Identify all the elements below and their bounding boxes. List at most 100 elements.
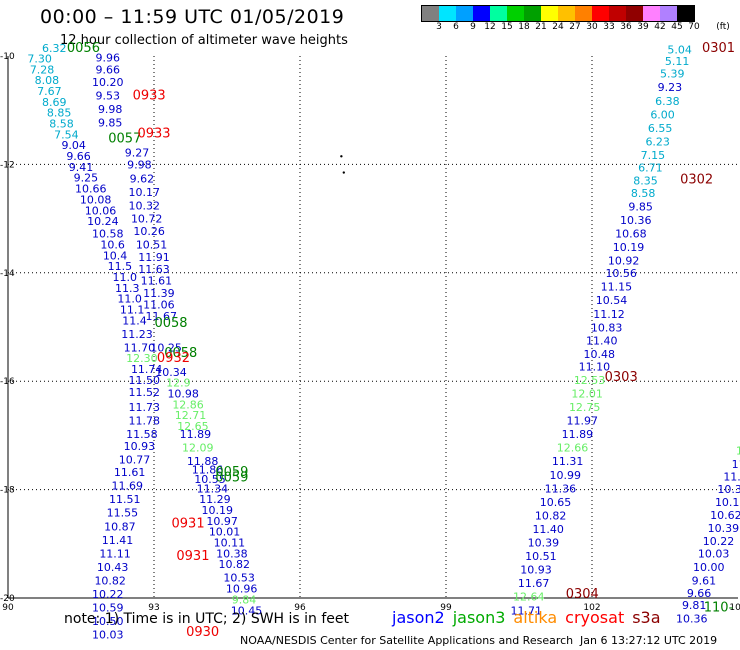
- pass-time-label: 0930: [186, 625, 219, 640]
- wave-height-label: 9.96: [96, 51, 121, 64]
- wave-height-label: 5.04: [667, 43, 692, 56]
- wave-height-label: 10.93: [124, 440, 156, 453]
- color-swatch: [592, 6, 609, 21]
- wave-height-label: 10.39: [708, 522, 740, 535]
- pass-time-label: 0931: [176, 549, 209, 564]
- wave-height-label: 10.03: [698, 547, 730, 560]
- wave-height-label: 9.04: [61, 139, 86, 152]
- wave-height-label: 10.39: [528, 537, 560, 550]
- pass-time-label: 0303: [605, 370, 638, 385]
- legend-jason2: jason2: [392, 608, 445, 627]
- wave-height-label: 9.41: [69, 161, 94, 174]
- wave-height-label: 11.74: [131, 363, 163, 376]
- wave-height-label: 7.67: [37, 85, 62, 98]
- color-scale-tick: 70: [688, 22, 700, 32]
- wave-height-label: 10.32: [129, 199, 161, 212]
- wave-height-label: 11.78: [129, 415, 161, 428]
- pass-time-label: 0302: [680, 172, 713, 187]
- color-scale-tick: 21: [535, 22, 547, 32]
- wave-height-label: 10.51: [136, 238, 168, 251]
- wave-height-label: 10.08: [80, 193, 112, 206]
- color-scale-bar: [421, 5, 695, 22]
- wave-height-label: 9.81: [682, 599, 707, 612]
- wave-height-label: 9.61: [692, 574, 717, 587]
- lon-tick-label: 90: [2, 603, 14, 613]
- wave-height-label: 11.41: [102, 534, 134, 547]
- pass-time-label: 0931: [172, 517, 205, 532]
- wave-height-label: 11.89: [180, 428, 212, 441]
- wave-height-label: 11.71: [511, 604, 543, 617]
- wave-height-label: 10.99: [549, 469, 581, 482]
- wave-height-label: 10.24: [87, 215, 119, 228]
- wave-height-label: 11.67: [518, 577, 550, 590]
- island-mark: [340, 155, 343, 158]
- color-swatch: [490, 6, 507, 21]
- wave-height-label: 10.98: [167, 387, 199, 400]
- wave-height-label: 6.55: [648, 122, 673, 135]
- pass-time-label: 0057: [108, 132, 141, 147]
- wave-height-label: 11.6: [723, 470, 740, 483]
- island-mark: [342, 171, 345, 174]
- wave-height-label: 11.97: [567, 415, 599, 428]
- color-swatch: [439, 6, 456, 21]
- wave-height-label: 11.69: [111, 480, 143, 493]
- wave-height-label: 10.58: [92, 228, 124, 241]
- wave-height-label: 10.50: [92, 615, 124, 628]
- color-scale-tick: 33: [603, 22, 615, 32]
- wave-height-label: 10.38: [216, 547, 248, 560]
- wave-height-label: 12.30: [126, 352, 158, 365]
- color-scale-tick: 6: [453, 22, 459, 32]
- wave-height-label: 11.1: [120, 303, 145, 316]
- lon-tick-label: 102: [583, 603, 600, 613]
- color-swatch: [507, 6, 524, 21]
- wave-height-label: 6.23: [645, 135, 670, 148]
- wave-height-label: 10.77: [119, 454, 151, 467]
- color-scale-tick: 24: [552, 22, 564, 32]
- timestamp-text: Jan 6 13:27:12 UTC 2019: [580, 634, 718, 647]
- wave-height-label: 10.56: [605, 267, 637, 280]
- wave-height-label: 11.11: [99, 547, 131, 560]
- legend-s3a: s3a: [632, 608, 661, 627]
- lat-tick-label: -10: [0, 52, 15, 62]
- wave-height-label: 9.27: [125, 146, 150, 159]
- color-scale-tick: 30: [586, 22, 598, 32]
- legend-jason3: jason3: [452, 608, 506, 627]
- wave-height-label: 10.82: [535, 509, 567, 522]
- wave-height-label: 11.40: [532, 523, 564, 536]
- wave-height-label: 11.0: [113, 271, 138, 284]
- wave-height-label: 11.63: [138, 263, 170, 276]
- credit-text: NOAA/NESDIS Center for Satellite Applica…: [240, 634, 574, 647]
- wave-height-label: 10.00: [693, 561, 725, 574]
- legend-altika: altika: [513, 608, 558, 627]
- wave-height-label: 12.66: [557, 442, 589, 455]
- wave-height-label: 11.86: [192, 463, 224, 476]
- wave-height-label: 10.17: [129, 186, 161, 199]
- color-scale-unit: (ft): [716, 22, 730, 32]
- color-swatch: [643, 6, 660, 21]
- wave-height-label: 8.58: [49, 118, 74, 131]
- wave-height-label: 11.88: [187, 455, 219, 468]
- wave-height-label: 12.65: [177, 420, 209, 433]
- wave-height-label: 10.6: [100, 238, 125, 251]
- wave-height-label: 11.5: [108, 260, 133, 273]
- wave-height-label: 10.82: [219, 558, 251, 571]
- wave-height-label: 12.01: [571, 387, 603, 400]
- lat-tick-label: -14: [0, 269, 15, 279]
- wave-height-label: 10.96: [226, 583, 258, 596]
- wave-height-label: 6.32: [42, 42, 67, 55]
- wave-height-label: 10.36: [620, 214, 652, 227]
- wave-height-label: 10.26: [133, 225, 165, 238]
- wave-height-label: 10.54: [596, 294, 628, 307]
- wave-height-label: 9.85: [98, 116, 123, 129]
- wave-height-label: 7.30: [27, 53, 52, 66]
- color-scale-tick: 15: [501, 22, 513, 32]
- wave-height-label: 10.51: [525, 550, 557, 563]
- color-swatch: [575, 6, 592, 21]
- wave-height-label: 11.52: [129, 386, 161, 399]
- pass-time-label: 0058: [154, 316, 187, 331]
- map-title: 00:00 – 11:59 UTC 01/05/2019: [40, 6, 345, 28]
- color-swatch: [626, 6, 643, 21]
- wave-height-label: 9.66: [96, 63, 121, 76]
- wave-height-label: 8.58: [631, 187, 656, 200]
